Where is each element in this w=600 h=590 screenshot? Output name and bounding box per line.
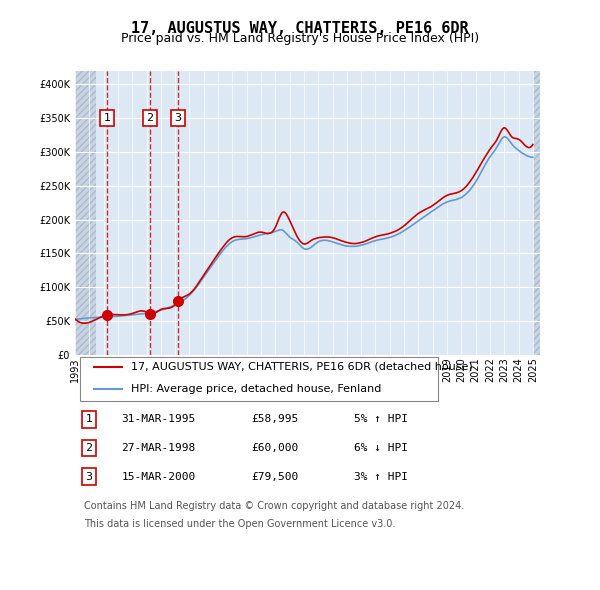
Text: This data is licensed under the Open Government Licence v3.0.: This data is licensed under the Open Gov… — [84, 519, 395, 529]
Text: 3: 3 — [85, 471, 92, 481]
Bar — [75, 71, 97, 355]
Bar — [75, 71, 97, 355]
Text: 17, AUGUSTUS WAY, CHATTERIS, PE16 6DR: 17, AUGUSTUS WAY, CHATTERIS, PE16 6DR — [131, 21, 469, 35]
Text: 15-MAR-2000: 15-MAR-2000 — [121, 471, 196, 481]
Text: 6% ↓ HPI: 6% ↓ HPI — [354, 443, 408, 453]
Text: 17, AUGUSTUS WAY, CHATTERIS, PE16 6DR (detached house): 17, AUGUSTUS WAY, CHATTERIS, PE16 6DR (d… — [131, 362, 473, 372]
Text: Contains HM Land Registry data © Crown copyright and database right 2024.: Contains HM Land Registry data © Crown c… — [84, 501, 464, 511]
Text: 3: 3 — [175, 113, 182, 123]
Bar — [533, 71, 540, 355]
Text: 27-MAR-1998: 27-MAR-1998 — [121, 443, 196, 453]
Text: 1: 1 — [85, 415, 92, 424]
FancyBboxPatch shape — [80, 357, 438, 401]
Text: Price paid vs. HM Land Registry's House Price Index (HPI): Price paid vs. HM Land Registry's House … — [121, 32, 479, 45]
Text: HPI: Average price, detached house, Fenland: HPI: Average price, detached house, Fenl… — [131, 384, 381, 394]
Text: 2: 2 — [85, 443, 92, 453]
Text: 1: 1 — [104, 113, 110, 123]
Text: £60,000: £60,000 — [252, 443, 299, 453]
Text: 3% ↑ HPI: 3% ↑ HPI — [354, 471, 408, 481]
Text: 2: 2 — [146, 113, 154, 123]
Text: £58,995: £58,995 — [252, 415, 299, 424]
Text: 5% ↑ HPI: 5% ↑ HPI — [354, 415, 408, 424]
Text: £79,500: £79,500 — [252, 471, 299, 481]
Text: 31-MAR-1995: 31-MAR-1995 — [121, 415, 196, 424]
